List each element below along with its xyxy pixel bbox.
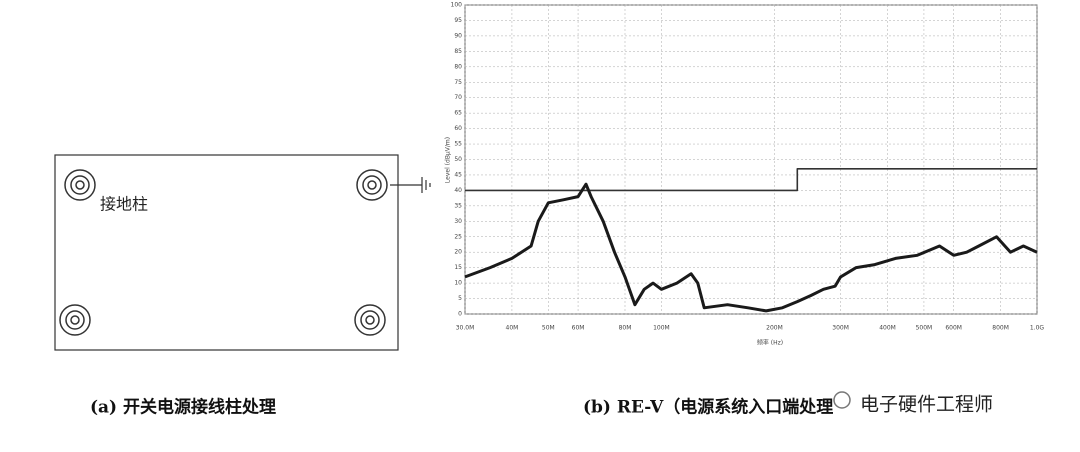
x-axis-label: 频率 (Hz) bbox=[757, 339, 783, 347]
x-tick-label: 200M bbox=[766, 325, 783, 332]
x-tick-label: 300M bbox=[832, 325, 849, 332]
x-tick-label: 60M bbox=[572, 325, 585, 332]
x-tick-label: 500M bbox=[916, 325, 933, 332]
y-tick-label: 95 bbox=[454, 17, 462, 24]
x-tick-label: 800M bbox=[992, 325, 1009, 332]
x-tick-label: 30.0M bbox=[456, 325, 475, 332]
series-line bbox=[464, 182, 1038, 313]
ground-label: 接地柱 bbox=[100, 195, 148, 214]
y-tick-label: 45 bbox=[454, 171, 462, 178]
y-tick-label: 90 bbox=[454, 32, 462, 39]
y-tick-label: 100 bbox=[451, 2, 463, 9]
watermark: 电子硬件工程师 bbox=[860, 394, 993, 416]
y-tick-label: 85 bbox=[454, 48, 462, 55]
plot: 0 5 10 15 20 25 30 35 40 45 50 55 60 65 70 75 80 85 90 95 10… bbox=[451, 2, 1045, 332]
caption-a: (a) 开关电源接线柱处理 bbox=[90, 397, 276, 418]
y-tick-label: 5 bbox=[458, 295, 462, 302]
x-tick-label: 1.0G bbox=[1030, 325, 1045, 332]
y-tick-label: 80 bbox=[454, 63, 462, 70]
board-outline bbox=[54, 154, 399, 351]
x-tick-label: 40M bbox=[506, 325, 519, 332]
x-tick-label: 50M bbox=[542, 325, 555, 332]
y-tick-label: 35 bbox=[454, 202, 462, 209]
y-tick-label: 60 bbox=[454, 125, 462, 132]
y-tick-label: 15 bbox=[454, 264, 462, 271]
caption-b: (b) RE-V（电源系统入口端处理 bbox=[583, 397, 833, 418]
terminals bbox=[59, 169, 388, 336]
y-tick-label: 55 bbox=[454, 141, 462, 148]
x-tick-label: 400M bbox=[879, 325, 896, 332]
y-tick-label: 40 bbox=[454, 187, 462, 194]
y-axis-label: Level (dBμV/m) bbox=[445, 137, 452, 183]
y-tick-label: 70 bbox=[454, 94, 462, 101]
series-line bbox=[465, 168, 1037, 192]
x-tick-label: 600M bbox=[945, 325, 962, 332]
ground-symbol bbox=[390, 177, 431, 193]
watermark-icon bbox=[833, 391, 851, 409]
x-tick-label: 80M bbox=[619, 325, 632, 332]
y-tick-label: 75 bbox=[454, 79, 462, 86]
y-tick-label: 65 bbox=[454, 110, 462, 117]
y-tick-label: 0 bbox=[458, 311, 462, 318]
y-tick-label: 50 bbox=[454, 156, 462, 163]
y-tick-label: 10 bbox=[454, 280, 462, 287]
y-tick-label: 25 bbox=[454, 233, 462, 240]
y-tick-label: 20 bbox=[454, 249, 462, 256]
x-tick-label: 100M bbox=[653, 325, 670, 332]
y-tick-label: 30 bbox=[454, 218, 462, 225]
